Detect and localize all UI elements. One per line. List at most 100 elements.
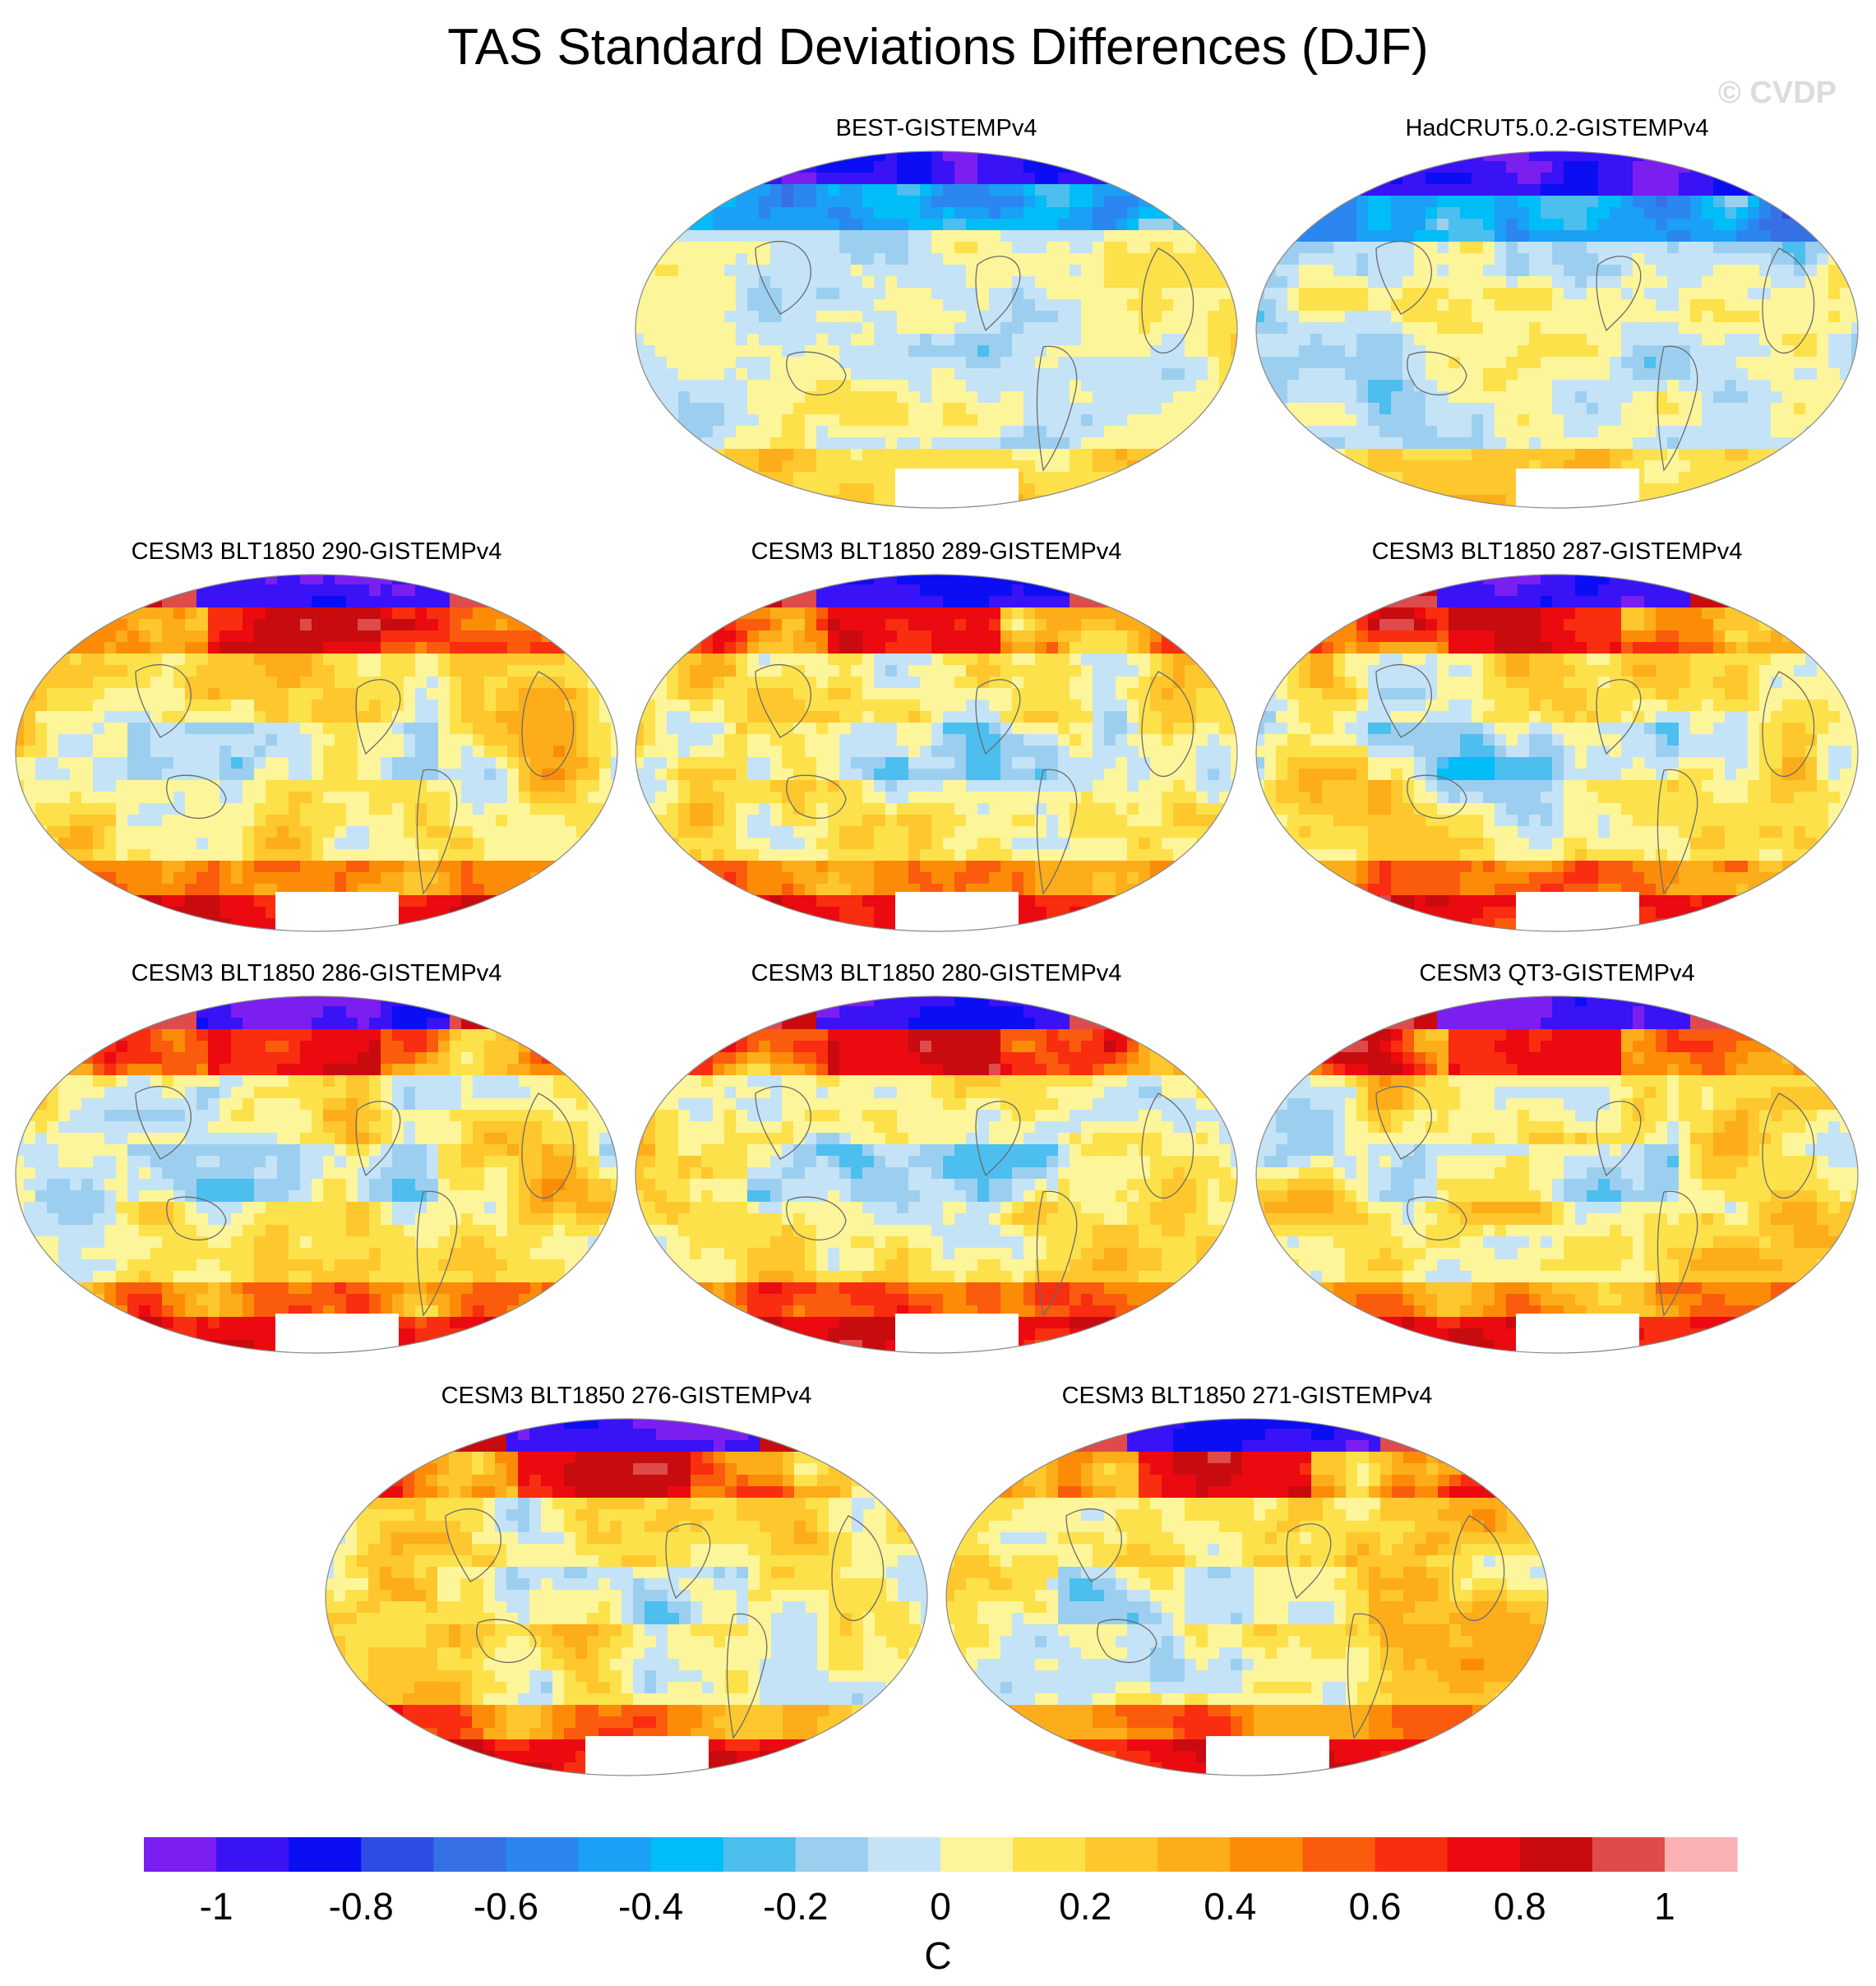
field-cell	[116, 700, 128, 712]
field-cell	[1437, 173, 1449, 185]
field-cell	[805, 288, 817, 300]
field-cell	[759, 230, 771, 242]
field-cell	[713, 184, 725, 196]
field-cell	[243, 677, 255, 689]
field-cell	[1759, 161, 1772, 173]
field-cell	[1287, 495, 1300, 507]
field-cell	[1506, 368, 1518, 381]
field-cell	[954, 299, 967, 312]
field-cell	[300, 584, 312, 597]
field-cell	[1805, 151, 1818, 162]
field-cell	[381, 665, 393, 677]
field-cell	[47, 619, 59, 631]
field-cell	[977, 288, 990, 300]
field-cell	[931, 207, 944, 219]
field-cell	[461, 619, 474, 631]
field-cell	[162, 575, 174, 585]
field-cell	[369, 838, 381, 850]
field-cell	[1552, 230, 1564, 242]
field-cell	[24, 746, 36, 758]
field-cell	[392, 711, 404, 723]
field-cell	[1782, 403, 1795, 415]
field-cell	[173, 792, 186, 804]
field-cell	[1529, 334, 1541, 346]
field-cell	[966, 311, 978, 323]
field-cell	[635, 437, 645, 450]
field-cell	[1575, 311, 1587, 323]
field-cell	[196, 596, 209, 608]
field-cell	[1782, 460, 1795, 473]
field-cell	[1310, 311, 1323, 323]
field-cell	[1219, 322, 1231, 335]
field-cell	[47, 803, 59, 815]
field-cell	[1104, 230, 1116, 242]
field-cell	[1356, 184, 1369, 196]
field-cell	[782, 219, 794, 231]
field-cell	[701, 173, 714, 185]
field-cell	[1196, 242, 1208, 254]
field-cell	[862, 357, 875, 369]
field-cell	[323, 642, 335, 654]
field-cell	[196, 780, 209, 792]
field-cell	[1150, 449, 1162, 461]
field-cell	[1621, 357, 1633, 369]
field-cell	[701, 230, 714, 242]
field-cell	[1345, 184, 1357, 196]
field-cell	[1173, 460, 1185, 473]
field-cell	[1081, 414, 1093, 427]
field-cell	[770, 184, 783, 196]
field-cell	[173, 757, 186, 769]
field-cell	[1702, 173, 1714, 185]
field-cell	[1759, 196, 1772, 208]
field-cell	[1379, 391, 1392, 404]
field-cell	[885, 276, 898, 289]
field-cell	[323, 700, 335, 712]
field-cell	[81, 711, 94, 723]
field-cell	[231, 757, 243, 769]
field-cell	[58, 619, 71, 631]
field-cell	[358, 642, 370, 654]
field-cell	[404, 584, 416, 597]
field-cell	[81, 838, 94, 850]
field-cell	[1000, 380, 1013, 392]
field-cell	[381, 596, 393, 608]
field-cell	[1414, 426, 1426, 438]
field-cell	[1322, 196, 1334, 208]
field-cell	[908, 151, 921, 162]
field-cell	[828, 242, 840, 254]
field-cell	[782, 437, 794, 450]
field-cell	[989, 219, 1001, 231]
field-cell	[1449, 380, 1461, 392]
field-cell	[1070, 414, 1082, 427]
field-cell	[266, 607, 278, 620]
field-cell	[1656, 403, 1668, 415]
field-cell	[920, 207, 932, 219]
field-cell	[1322, 403, 1334, 415]
field-cell	[196, 849, 209, 861]
field-cell	[1058, 299, 1070, 312]
field-cell	[1771, 426, 1783, 438]
field-cell	[24, 584, 36, 597]
field-cell	[588, 746, 600, 758]
field-cell	[58, 700, 71, 712]
field-cell	[484, 757, 497, 769]
field-cell	[1023, 437, 1036, 450]
field-cell	[58, 861, 71, 873]
field-cell	[473, 711, 485, 723]
field-cell	[954, 368, 967, 381]
field-cell	[1437, 483, 1449, 496]
field-cell	[599, 757, 612, 769]
field-cell	[1127, 449, 1139, 461]
field-cell	[219, 849, 232, 861]
field-cell	[1231, 242, 1237, 254]
field-cell	[931, 391, 944, 404]
field-cell	[300, 642, 312, 654]
field-cell	[1185, 288, 1197, 300]
field-cell	[1690, 299, 1703, 312]
field-cell	[690, 161, 702, 173]
coastline	[755, 240, 811, 315]
field-cell	[1828, 495, 1841, 507]
field-cell	[1333, 472, 1346, 484]
field-cell	[690, 506, 702, 508]
field-cell	[588, 849, 600, 861]
